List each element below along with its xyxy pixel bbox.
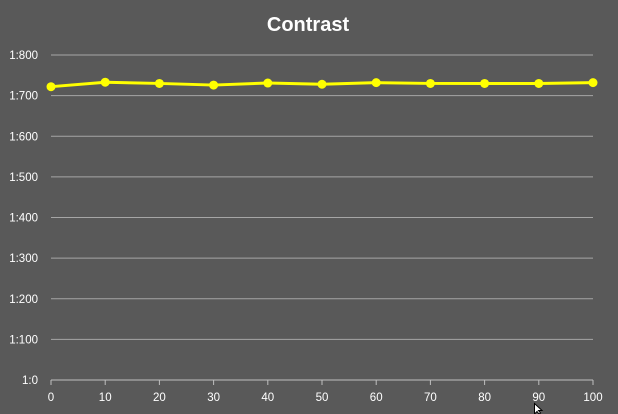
y-tick-label: 1:400 <box>9 213 38 225</box>
y-tick-label: 1:500 <box>9 172 38 184</box>
y-tick-label: 1:600 <box>9 131 38 143</box>
x-tick-label: 40 <box>261 392 274 404</box>
data-point <box>480 78 490 88</box>
data-point <box>534 78 544 88</box>
data-point <box>100 77 110 87</box>
data-point <box>209 80 219 90</box>
x-tick-label: 50 <box>316 392 329 404</box>
data-point <box>371 78 381 88</box>
data-point <box>46 82 56 92</box>
x-tick-label: 70 <box>424 392 437 404</box>
data-point <box>154 78 164 88</box>
x-tick-label: 100 <box>583 392 602 404</box>
x-tick-label: 60 <box>370 392 383 404</box>
data-point <box>317 79 327 89</box>
x-tick-label: 80 <box>478 392 491 404</box>
data-point <box>425 78 435 88</box>
y-tick-label: 1:200 <box>9 294 38 306</box>
x-axis <box>50 379 594 385</box>
y-tick-label: 1:100 <box>9 334 38 346</box>
x-tick-label: 90 <box>532 392 545 404</box>
y-tick-label: 1:700 <box>9 91 38 103</box>
chart-title: Contrast <box>267 14 350 36</box>
x-axis-tick-labels: 0 10 20 30 40 50 60 70 80 90 100 <box>48 392 603 404</box>
y-tick-label: 1:800 <box>9 50 38 62</box>
x-tick-label: 10 <box>99 392 112 404</box>
y-tick-label: 1:0 <box>22 375 38 387</box>
data-point <box>263 78 273 88</box>
y-tick-label: 1:300 <box>9 253 38 265</box>
series-markers <box>46 77 598 92</box>
mouse-cursor-icon <box>534 402 544 414</box>
x-tick-label: 0 <box>48 392 54 404</box>
x-tick-label: 30 <box>207 392 220 404</box>
gridlines <box>51 54 593 340</box>
x-tick-label: 20 <box>153 392 166 404</box>
data-point <box>588 78 598 88</box>
y-axis-tick-labels: 1:0 1:100 1:200 1:300 1:400 1:500 1:600 1:700 1:… <box>9 50 38 387</box>
